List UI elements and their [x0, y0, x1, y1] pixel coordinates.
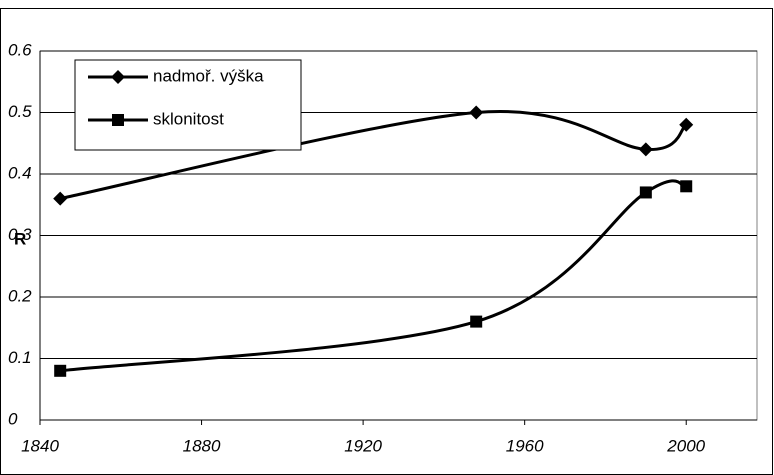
y-tick-label: 0: [8, 409, 18, 428]
legend-marker: [111, 70, 125, 84]
data-point: [470, 315, 483, 328]
x-tick-label: 1960: [506, 436, 544, 455]
y-tick-label: 0.1: [8, 348, 32, 367]
y-axis-label: R: [14, 229, 26, 248]
y-tick-label: 0.3: [8, 225, 32, 244]
series-line: [59, 109, 688, 201]
data-point: [639, 186, 652, 199]
data-point: [54, 364, 67, 377]
legend-label: sklonitost: [153, 109, 224, 128]
x-tick-label: 1920: [344, 436, 382, 455]
y-tick-label: 0.4: [8, 163, 32, 182]
x-tick-label: 1880: [183, 436, 221, 455]
x-tick-label: 1840: [21, 436, 59, 455]
y-tick-label: 0.5: [8, 102, 32, 121]
data-point: [680, 180, 693, 193]
legend-label: nadmoř. výška: [153, 66, 264, 85]
y-tick-label: 0.6: [8, 40, 32, 59]
legend: [74, 59, 302, 151]
legend-marker: [112, 114, 124, 126]
data-point: [679, 117, 694, 132]
series-line: [60, 179, 687, 373]
data-point: [638, 142, 653, 157]
data-point: [469, 105, 484, 120]
data-point: [53, 191, 68, 206]
y-tick-label: 0.2: [8, 286, 32, 305]
x-tick-label: 2000: [666, 436, 705, 455]
